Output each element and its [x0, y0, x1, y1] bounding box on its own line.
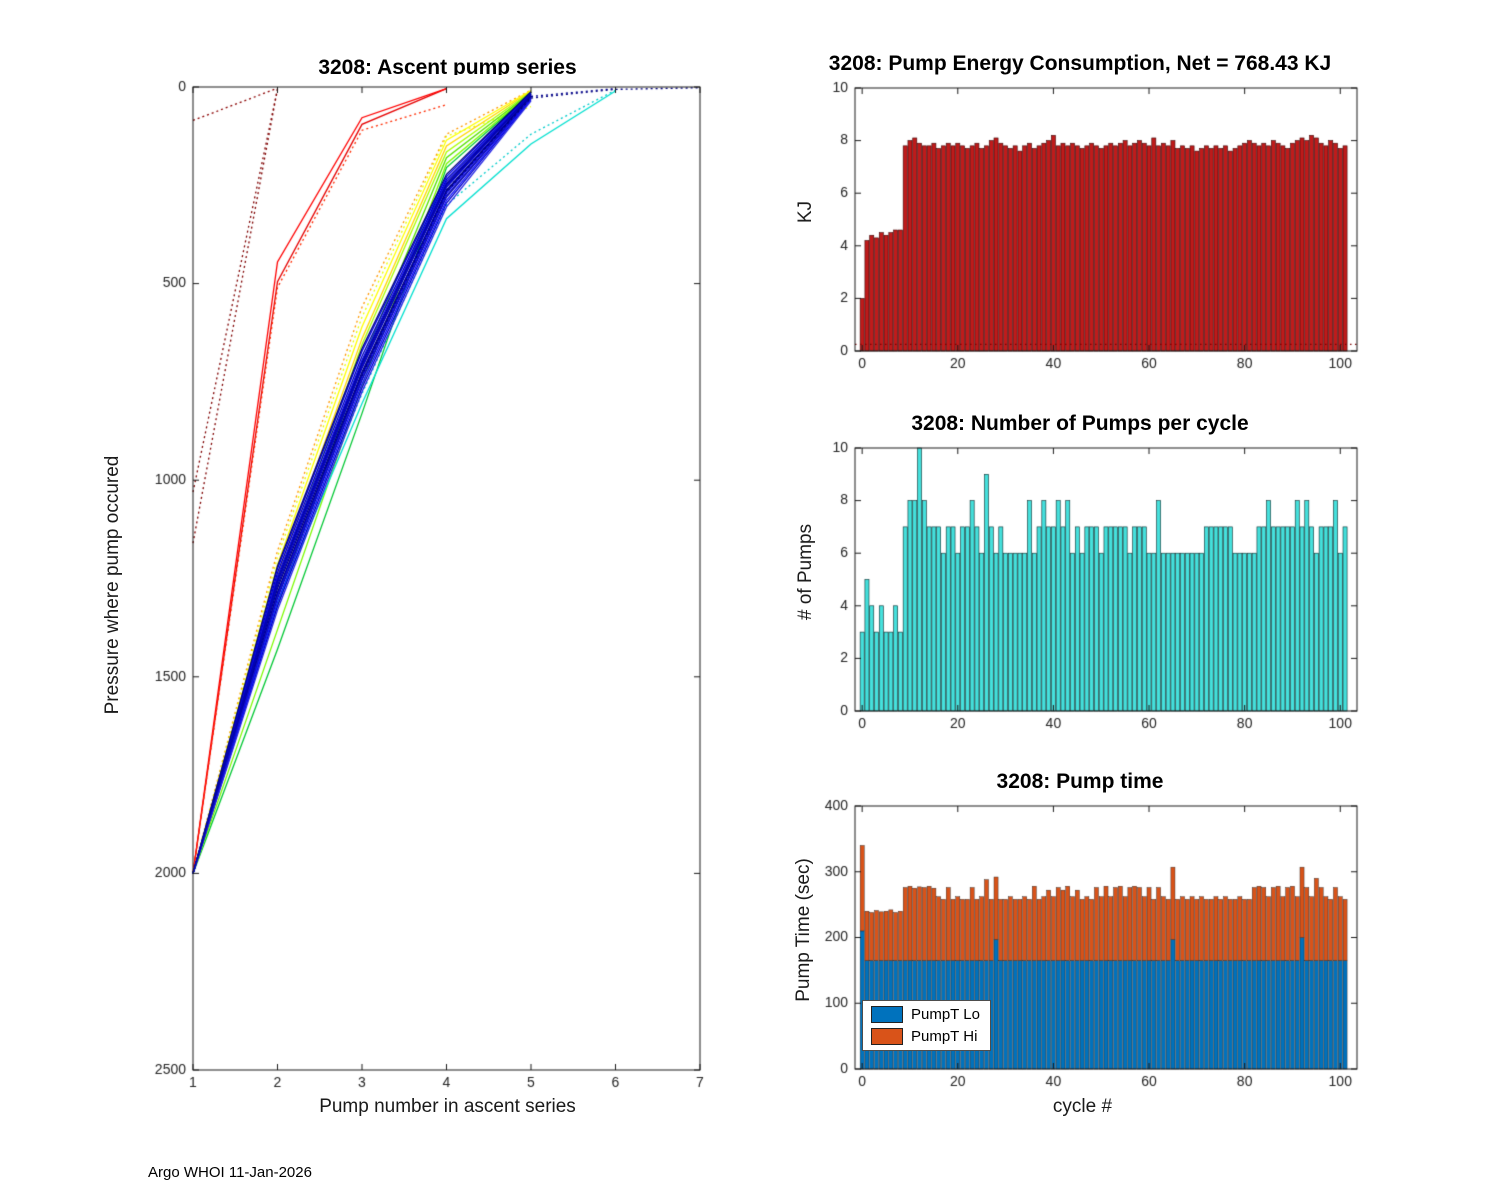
- pumpt-hi-swatch: [871, 1028, 903, 1045]
- pumpt-lo-label: PumpT Lo: [911, 1006, 980, 1023]
- legend-item-pumpt-lo: PumpT Lo: [871, 1006, 980, 1023]
- pumps-y-axis-label: # of Pumps: [795, 523, 816, 621]
- ascent-pump-series-plot: [130, 75, 710, 1105]
- pump-time-x-axis-label: cycle #: [1052, 1096, 1113, 1117]
- pumps-per-cycle-title: 3208: Number of Pumps per cycle: [911, 412, 1249, 435]
- pump-time-stacked-chart: [790, 796, 1375, 1101]
- ascent-y-axis-label: Pressure where pump occured: [102, 455, 123, 715]
- ascent-x-axis-label: Pump number in ascent series: [319, 1096, 576, 1117]
- legend-item-pumpt-hi: PumpT Hi: [871, 1028, 980, 1045]
- pumpt-lo-swatch: [871, 1006, 903, 1023]
- pump-time-title: 3208: Pump time: [996, 770, 1164, 793]
- footer-attribution: Argo WHOI 11-Jan-2026: [148, 1164, 312, 1181]
- pump-time-y-axis-label: Pump Time (sec): [793, 858, 814, 1002]
- energy-title: 3208: Pump Energy Consumption, Net = 768…: [828, 52, 1332, 75]
- energy-y-axis-label: KJ: [795, 200, 816, 224]
- pumpt-hi-label: PumpT Hi: [911, 1028, 978, 1045]
- pump-time-legend: PumpT Lo PumpT Hi: [862, 1000, 991, 1051]
- ascent-series-title: 3208: Ascent pump series: [318, 56, 577, 79]
- pump-energy-bar-chart: [790, 78, 1375, 383]
- pumps-per-cycle-bar-chart: [790, 438, 1375, 743]
